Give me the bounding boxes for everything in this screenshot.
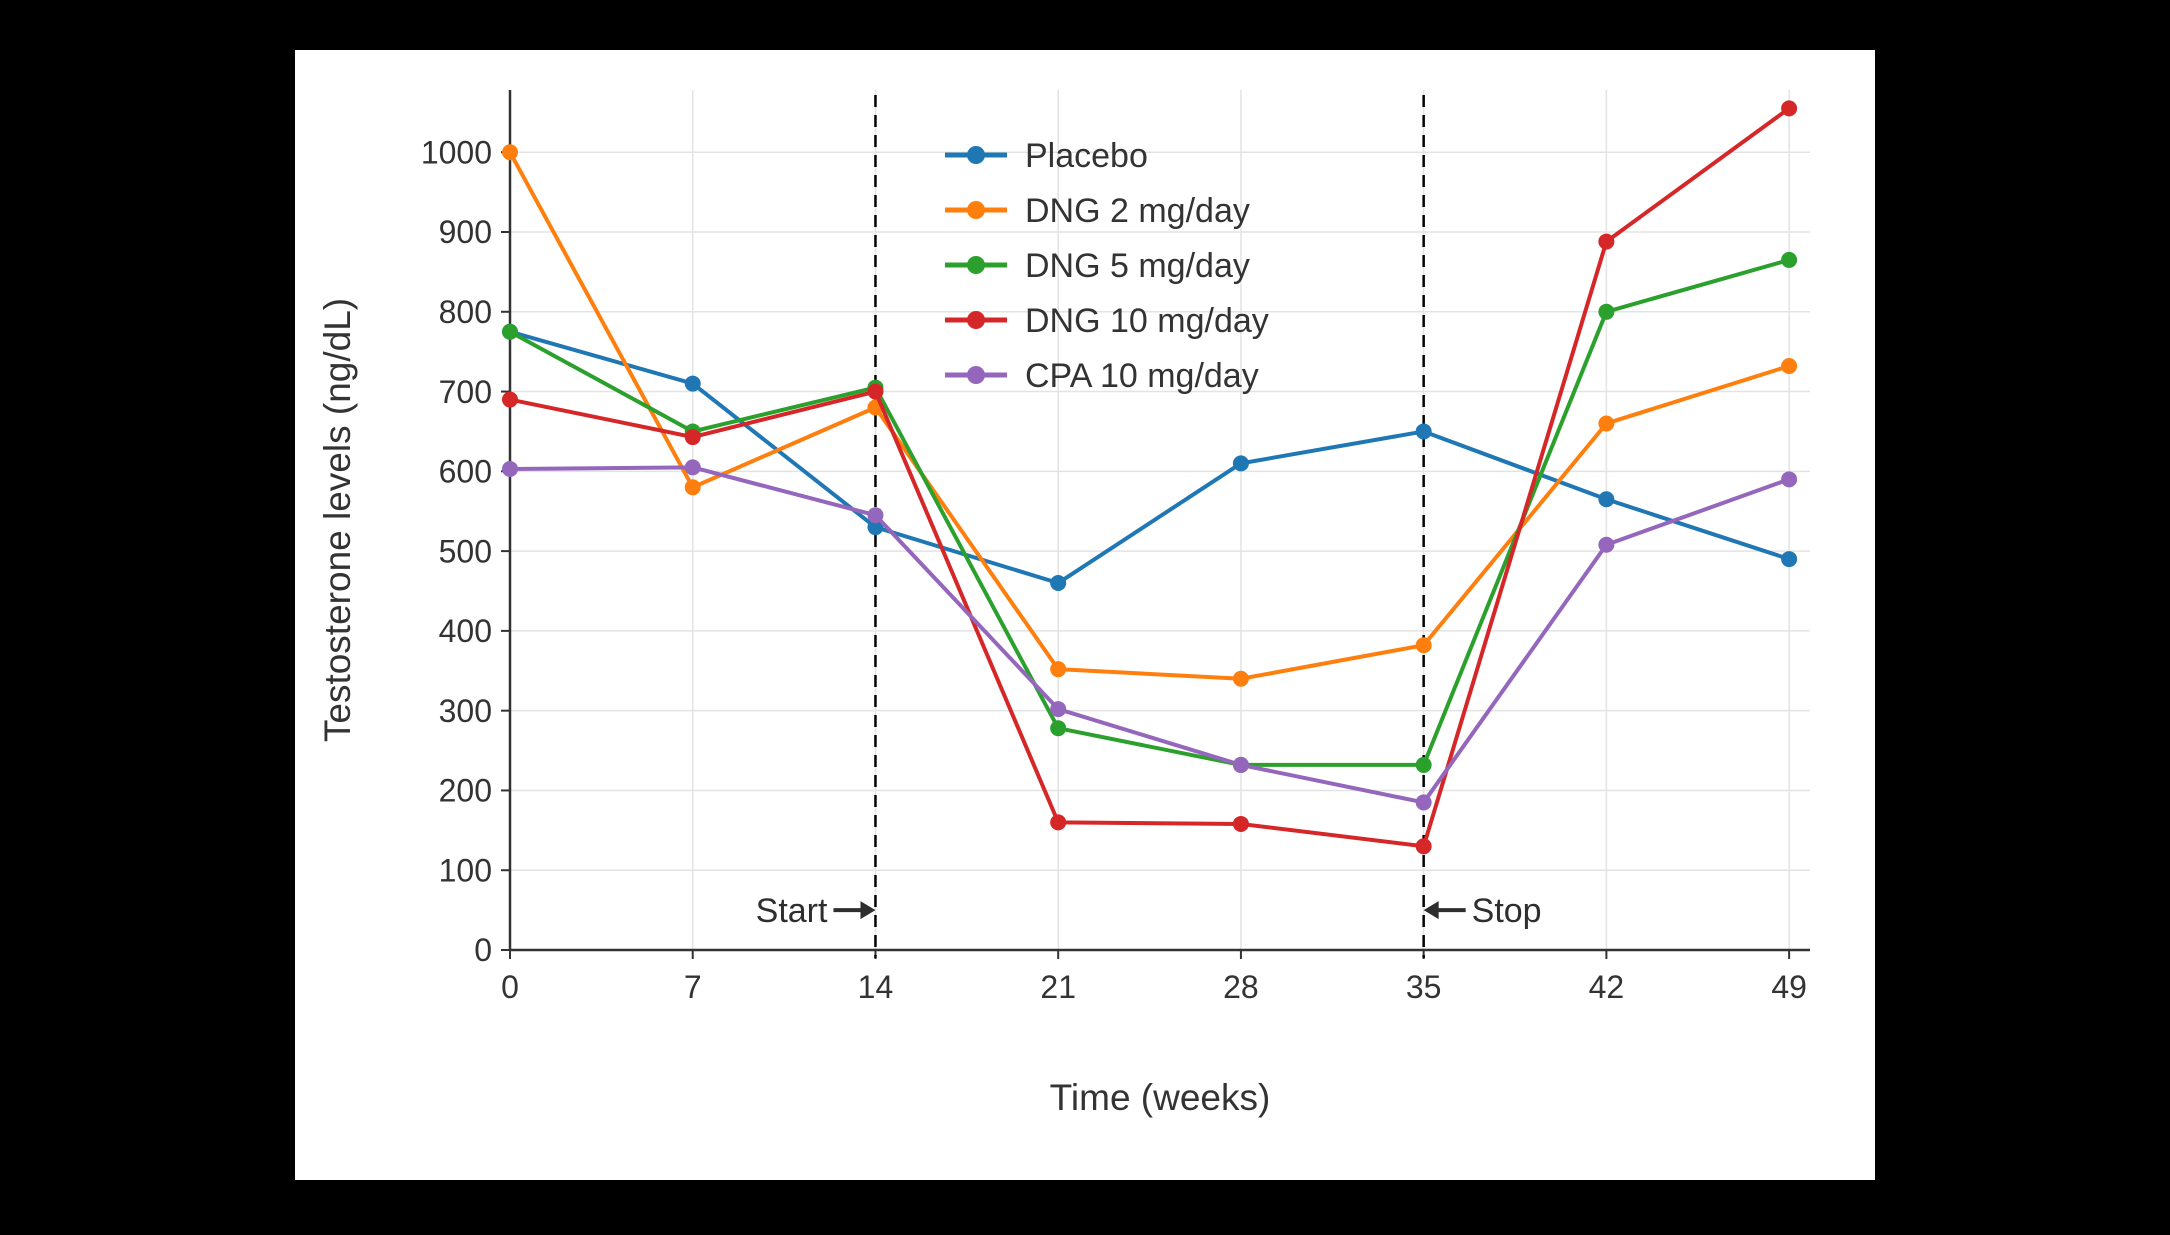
- series-dng-10-mg-day: [502, 100, 1798, 855]
- annotation-start: Start: [756, 892, 876, 930]
- data-point: [867, 519, 884, 536]
- series-line: [508, 465, 1792, 805]
- data-point: [1050, 814, 1067, 831]
- legend-item-dng-10-mg-day[interactable]: DNG 10 mg/day: [945, 302, 1269, 340]
- legend-item-dng-2-mg-day[interactable]: DNG 2 mg/day: [945, 192, 1250, 230]
- y-tick-label: 900: [439, 214, 492, 250]
- annotation-text: Stop: [1472, 892, 1542, 930]
- data-point: [1781, 251, 1798, 268]
- data-point: [1415, 423, 1432, 440]
- axes: 0 100 200 300 400 500 600 700 800 900 1000 0 7 14 21 28…: [421, 90, 1810, 1005]
- annotation-stop: Stop: [1423, 892, 1542, 930]
- data-point: [1232, 670, 1249, 687]
- chart-panel: 0 100 200 300 400 500 600 700 800 900 1000 0 7 14 21 28…: [295, 50, 1875, 1180]
- data-point: [1050, 575, 1067, 592]
- legend: Placebo DNG 2 mg/day DNG 5 mg/day DNG 10 mg…: [945, 137, 1269, 395]
- legend-item-cpa-10-mg-day[interactable]: CPA 10 mg/day: [945, 357, 1259, 395]
- y-tick-label: 600: [439, 454, 492, 490]
- data-point: [867, 507, 884, 524]
- data-point: [502, 460, 518, 477]
- y-tick-label: 300: [439, 693, 492, 729]
- x-axis-title: Time (weeks): [1050, 1077, 1271, 1118]
- data-point: [1232, 756, 1249, 773]
- data-point: [1781, 358, 1798, 375]
- x-tick-label: 49: [1771, 969, 1807, 1005]
- data-point: [1050, 701, 1067, 718]
- data-point: [1598, 536, 1615, 553]
- data-point: [1598, 415, 1615, 432]
- legend-item-placebo[interactable]: Placebo: [945, 137, 1148, 175]
- data-point: [684, 459, 701, 476]
- y-tick-label: 800: [439, 294, 492, 330]
- annotation-text: Start: [756, 892, 828, 930]
- y-tick-label: 500: [439, 533, 492, 569]
- data-point: [1050, 720, 1067, 737]
- data-point: [502, 391, 518, 408]
- legend-label: DNG 2 mg/day: [1025, 192, 1250, 230]
- data-point: [1232, 815, 1249, 832]
- data-point: [1781, 100, 1798, 117]
- series-line: [508, 106, 1792, 849]
- x-tick-label: 28: [1223, 969, 1259, 1005]
- data-point: [1781, 551, 1798, 568]
- data-point: [1415, 794, 1432, 811]
- legend-label: DNG 5 mg/day: [1025, 247, 1250, 285]
- data-point: [1598, 303, 1615, 320]
- data-point: [684, 429, 701, 446]
- x-tick-label: 14: [858, 969, 894, 1005]
- right-arrow-icon: [860, 901, 876, 920]
- y-tick-label: 200: [439, 773, 492, 809]
- data-point: [1415, 838, 1432, 855]
- legend-marker: [967, 311, 985, 329]
- data-point: [1781, 471, 1798, 488]
- data-point: [1415, 756, 1432, 773]
- data-point: [867, 383, 884, 400]
- legend-label: DNG 10 mg/day: [1025, 302, 1269, 340]
- series-line: [508, 257, 1792, 767]
- legend-marker: [967, 256, 985, 274]
- legend-label: CPA 10 mg/day: [1025, 357, 1259, 395]
- legend-marker: [967, 366, 985, 384]
- legend-marker: [967, 146, 985, 164]
- y-tick-label: 100: [439, 852, 492, 888]
- x-tick-label: 42: [1589, 969, 1625, 1005]
- y-tick-label: 1000: [421, 134, 492, 170]
- y-tick-label: 700: [439, 374, 492, 410]
- data-point: [1415, 637, 1432, 654]
- x-tick-label: 0: [501, 969, 519, 1005]
- data-point: [1598, 233, 1615, 250]
- left-arrow-icon: [1423, 901, 1439, 920]
- data-point: [502, 144, 518, 161]
- legend-item-dng-5-mg-day[interactable]: DNG 5 mg/day: [945, 247, 1250, 285]
- data-point: [1598, 491, 1615, 508]
- data-point: [1232, 455, 1249, 472]
- data-point: [502, 323, 518, 340]
- series-cpa-10-mg-day: [502, 459, 1798, 811]
- data-point: [1050, 661, 1067, 678]
- y-tick-label: 400: [439, 613, 492, 649]
- series-line: [508, 150, 1792, 681]
- x-tick-label: 21: [1040, 969, 1076, 1005]
- x-tick-label: 7: [684, 969, 702, 1005]
- legend-marker: [967, 201, 985, 219]
- y-axis-title: Testosterone levels (ng/dL): [317, 298, 358, 742]
- testosterone-line-chart: 0 100 200 300 400 500 600 700 800 900 1000 0 7 14 21 28…: [317, 90, 1810, 1118]
- series-line: [508, 329, 1792, 586]
- data-point: [684, 479, 701, 496]
- x-tick-label: 35: [1406, 969, 1442, 1005]
- y-tick-label: 0: [474, 932, 492, 968]
- legend-label: Placebo: [1025, 137, 1148, 175]
- data-point: [684, 375, 701, 392]
